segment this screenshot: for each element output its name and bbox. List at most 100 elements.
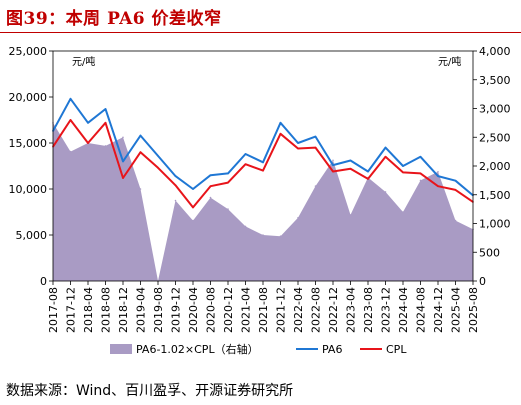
left-tick-label: 5,000 bbox=[16, 229, 48, 242]
series-1-point bbox=[244, 153, 247, 155]
series-0-point bbox=[192, 219, 194, 222]
series-1-point bbox=[437, 175, 439, 177]
right-tick-label: 3,500 bbox=[479, 74, 511, 87]
series-0-point bbox=[349, 214, 352, 216]
title-rule bbox=[0, 32, 521, 33]
series-2-point bbox=[244, 163, 247, 165]
series-1-point bbox=[349, 159, 352, 162]
legend-label: CPL bbox=[386, 343, 407, 356]
x-tick-label: 2022-12 bbox=[327, 287, 340, 333]
x-tick-label: 2019-08 bbox=[152, 287, 165, 333]
series-0-point bbox=[69, 150, 72, 153]
series-0-point bbox=[244, 225, 247, 228]
series-1-point bbox=[262, 161, 264, 164]
series-1-point bbox=[332, 164, 334, 166]
x-tick-label: 2019-04 bbox=[135, 287, 148, 333]
series-0-point bbox=[314, 185, 317, 187]
series-1-point bbox=[174, 175, 177, 177]
series-2-point bbox=[384, 156, 387, 158]
x-tick-label: 2020-12 bbox=[222, 287, 235, 333]
series-0-point bbox=[297, 217, 299, 219]
series-0-area bbox=[53, 122, 473, 282]
left-tick-label: 10,000 bbox=[9, 183, 48, 196]
x-tick-label: 2018-04 bbox=[82, 287, 95, 333]
series-1-point bbox=[367, 170, 369, 173]
series-2-point bbox=[174, 184, 177, 187]
series-1-point bbox=[69, 98, 72, 100]
series-0-point bbox=[402, 211, 404, 213]
series-1-point bbox=[227, 172, 229, 175]
series-2-point bbox=[157, 167, 159, 169]
legend-label: PA6-1.02×CPL（右轴） bbox=[136, 342, 259, 356]
chart-title: 图39：本周 PA6 价差收窄 bbox=[6, 9, 222, 29]
series-0-point bbox=[227, 208, 229, 210]
series-2-point bbox=[69, 119, 72, 121]
series-2-point bbox=[297, 147, 299, 150]
x-tick-label: 2018-08 bbox=[100, 287, 113, 333]
x-tick-label: 2021-04 bbox=[240, 287, 253, 333]
series-2-point bbox=[122, 177, 124, 179]
series-0-point bbox=[104, 145, 107, 147]
legend-swatch bbox=[110, 344, 132, 354]
x-tick-label: 2017-08 bbox=[47, 287, 60, 333]
series-1-point bbox=[297, 142, 299, 144]
x-tick-label: 2022-04 bbox=[292, 287, 305, 333]
series-0-point bbox=[332, 159, 334, 162]
series-1-point bbox=[402, 165, 404, 167]
series-2-point bbox=[419, 172, 422, 175]
left-tick-label: 0 bbox=[40, 275, 47, 288]
x-tick-label: 2021-08 bbox=[257, 287, 270, 333]
series-1-point bbox=[157, 155, 159, 157]
series-2-point bbox=[262, 169, 264, 172]
x-tick-label: 2019-12 bbox=[170, 287, 183, 333]
right-tick-label: 2,000 bbox=[479, 160, 511, 173]
x-tick-label: 2017-12 bbox=[65, 287, 78, 333]
series-2-point bbox=[332, 170, 334, 173]
x-tick-label: 2022-08 bbox=[310, 287, 323, 333]
series-2-point bbox=[437, 185, 439, 187]
series-1-point bbox=[209, 174, 212, 176]
series-2-point bbox=[209, 185, 212, 187]
series-2-point bbox=[227, 181, 229, 184]
legend: PA6-1.02×CPL（右轴） PA6 CPL bbox=[110, 342, 407, 356]
x-tick-label: 2018-12 bbox=[117, 287, 130, 333]
right-tick-label: 1,500 bbox=[479, 189, 511, 202]
right-tick-label: 0 bbox=[479, 275, 486, 288]
series-0-point bbox=[454, 219, 457, 222]
right-unit-label: 元/吨 bbox=[438, 55, 461, 68]
left-unit-label: 元/吨 bbox=[72, 55, 95, 68]
x-tick-label: 2025-04 bbox=[450, 287, 463, 333]
series-0-point bbox=[419, 179, 422, 182]
right-tick-label: 2,500 bbox=[479, 131, 511, 144]
legend-label: PA6 bbox=[322, 343, 342, 356]
right-tick-label: 3,000 bbox=[479, 103, 511, 116]
series-0-point bbox=[139, 188, 142, 190]
x-tick-label: 2024-08 bbox=[415, 287, 428, 333]
series-2-point bbox=[192, 206, 194, 209]
x-tick-label: 2023-08 bbox=[362, 287, 375, 333]
right-tick-label: 4,000 bbox=[479, 45, 511, 58]
series-1-point bbox=[279, 122, 282, 124]
series-2-point bbox=[402, 171, 404, 174]
axes-layer: 0 5,000 10,000 15,000 20,000 25,000 0 500 1,000 1… bbox=[9, 45, 511, 333]
series-2-point bbox=[349, 168, 352, 170]
series-0-point bbox=[174, 199, 177, 202]
series-1-point bbox=[87, 122, 89, 124]
series-1-point bbox=[454, 179, 457, 182]
series-0-point bbox=[262, 234, 264, 236]
series-2-point bbox=[87, 142, 89, 144]
series-0-point bbox=[437, 171, 439, 173]
series-1-point bbox=[104, 108, 107, 110]
line-layer bbox=[52, 97, 474, 209]
right-tick-label: 1,000 bbox=[479, 218, 511, 231]
x-tick-label: 2024-12 bbox=[432, 287, 445, 333]
left-tick-label: 25,000 bbox=[9, 45, 48, 58]
left-tick-label: 20,000 bbox=[9, 91, 48, 104]
series-2-point bbox=[139, 151, 142, 153]
series-1-point bbox=[122, 160, 124, 163]
series-2-point bbox=[367, 178, 369, 180]
x-tick-label: 2024-04 bbox=[397, 287, 410, 333]
right-tick-label: 500 bbox=[479, 246, 500, 259]
series-2-point bbox=[314, 146, 317, 149]
series-1-point bbox=[419, 156, 422, 158]
